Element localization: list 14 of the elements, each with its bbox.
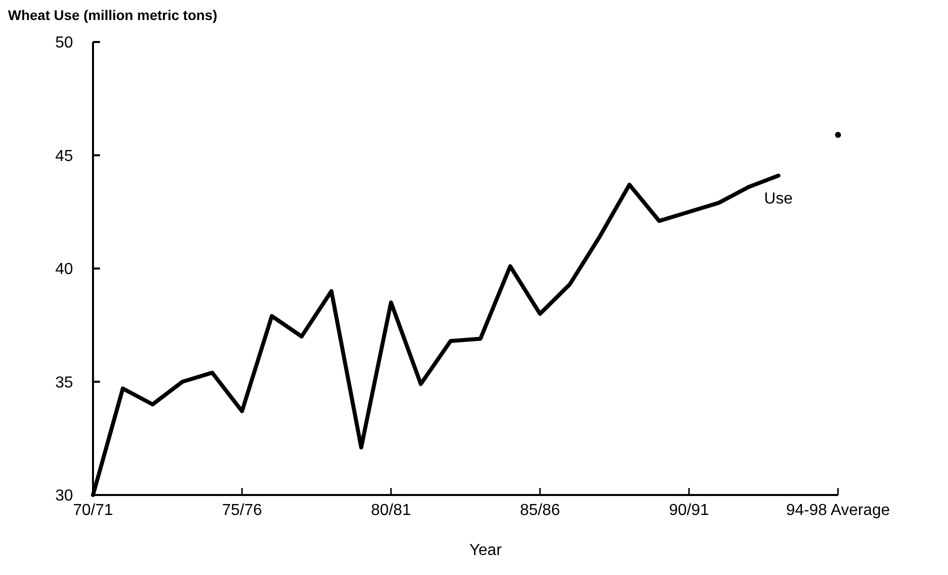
x-tick-label: 90/91: [668, 502, 710, 519]
series-label: Use: [764, 190, 793, 208]
x-tick-label: 70/71: [72, 502, 114, 519]
x-tick-label: 85/86: [520, 502, 560, 519]
x-axis-title: Year: [469, 542, 502, 559]
x-tick-label: 80/81: [370, 502, 412, 519]
y-axis-title: Wheat Use (million metric tons): [8, 7, 218, 23]
x-tick-label: 94-98 Average: [786, 502, 890, 519]
y-tick-label: 50: [55, 34, 74, 52]
y-tick-label: 35: [55, 374, 74, 392]
y-tick-label: 30: [55, 488, 74, 505]
y-tick-label: 45: [55, 148, 74, 165]
x-tick-label: 75/76: [222, 502, 262, 519]
y-tick-label: 40: [55, 261, 74, 278]
